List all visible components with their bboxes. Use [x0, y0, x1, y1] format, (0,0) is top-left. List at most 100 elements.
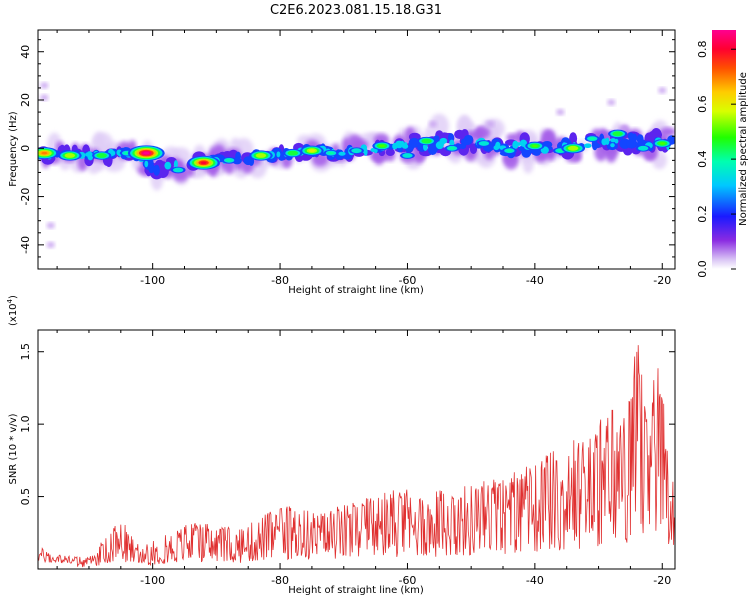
heatmap-hotspot-core: [614, 132, 621, 136]
heatmap-hotspot-core: [589, 137, 596, 140]
y-tick-label: 20: [19, 93, 32, 107]
heatmap-faint-blob: [658, 87, 667, 94]
heatmap-cell: [449, 139, 455, 147]
heatmap-cell: [392, 142, 398, 150]
heatmap-hotspot-core: [226, 159, 233, 162]
snr-ylabel: SNR (10 * v/v): [8, 413, 19, 484]
heatmap-cell: [429, 113, 450, 139]
spectrogram-panel: -100 -80 -60 -40 -20 -40 -20 0 20 40 Height of st…: [8, 29, 676, 296]
heatmap-cell: [85, 152, 92, 157]
x-tick-label: -100: [140, 574, 165, 587]
heatmap-faint-blob: [40, 82, 49, 89]
heatmap-hotspot-core: [557, 149, 564, 153]
heatmap-cell: [495, 141, 501, 149]
spectrogram-ticks: -100 -80 -60 -40 -20 -40 -20 0 20 40: [19, 30, 675, 287]
heatmap-hotspot-core: [143, 151, 150, 155]
heatmap-hotspot-core: [506, 149, 513, 153]
snr-ticks: -100 -80 -60 -40 -20 0.5 1.0 1.5: [19, 330, 675, 587]
heatmap-hotspot-core: [378, 144, 385, 148]
heatmap-cell: [385, 148, 395, 156]
colorbar-tick-label: 0.0: [696, 260, 709, 278]
heatmap-cell: [591, 139, 598, 151]
colorbar-label: Normalized spectral amplitude: [738, 72, 749, 226]
heatmap-cell: [164, 161, 172, 170]
heatmap-cell: [610, 138, 616, 143]
heatmap-cell: [626, 138, 638, 149]
heatmap-hotspot-core: [308, 149, 315, 153]
heatmap-cell: [408, 137, 420, 148]
spectrogram-heatmap: [38, 82, 675, 248]
x-tick-label: -40: [526, 574, 544, 587]
heatmap-hotspot-core: [659, 142, 666, 145]
x-tick-label: -40: [526, 274, 544, 287]
spectrogram-xlabel: Height of straight line (km): [288, 285, 424, 296]
heatmap-hotspot-core: [353, 149, 360, 153]
heatmap-hotspot-core: [423, 139, 430, 143]
heatmap-faint-blob: [486, 121, 495, 128]
x-tick-label: -20: [653, 574, 671, 587]
snr-frame: [37, 329, 676, 570]
x-tick-label: -60: [398, 274, 416, 287]
heatmap-faint-blob: [46, 222, 55, 229]
x-tick-label: -80: [271, 274, 289, 287]
heatmap-cell: [173, 160, 178, 168]
heatmap-cell: [427, 144, 438, 156]
colorbar: 0.0 0.2 0.4 0.6 0.8 Normalized spectral ampl…: [696, 30, 749, 278]
colorbar-tick-label: 0.4: [696, 150, 709, 168]
heatmap-cell: [519, 139, 528, 147]
heatmap-cell: [403, 142, 408, 149]
heatmap-hotspot-core: [328, 151, 335, 155]
heatmap-faint-blob: [556, 109, 565, 116]
heatmap-hotspot-core: [98, 154, 105, 157]
heatmap-cell: [144, 160, 149, 168]
x-tick-label: -20: [653, 274, 671, 287]
heatmap-cell: [153, 164, 160, 176]
colorbar-gradient: [712, 30, 736, 269]
heatmap-faint-blob: [40, 94, 49, 101]
heatmap-hotspot-core: [257, 154, 264, 157]
colorbar-ticks: 0.0 0.2 0.4 0.6 0.8: [696, 40, 736, 278]
heatmap-cell: [338, 151, 346, 156]
y-tick-label: 1.0: [19, 415, 32, 433]
heatmap-cell: [638, 139, 646, 145]
heatmap-cell: [400, 140, 405, 148]
heatmap-cell: [276, 151, 281, 158]
heatmap-hotspot-core: [480, 142, 487, 145]
heatmap-hotspot-core: [175, 168, 182, 172]
heatmap-cell: [614, 138, 619, 144]
y-tick-label: 40: [19, 45, 32, 59]
heatmap-hotspot-core: [41, 151, 48, 155]
heatmap-cell: [439, 138, 446, 145]
heatmap-cell: [601, 138, 607, 146]
spectrogram-frame: [37, 29, 676, 270]
heatmap-cell: [93, 132, 113, 154]
x-tick-label: -60: [398, 574, 416, 587]
snr-series-line: [38, 345, 675, 568]
colorbar-tick-label: 0.8: [696, 40, 709, 58]
heatmap-hotspot-core: [449, 146, 456, 150]
heatmap-cell: [248, 157, 255, 166]
heatmap-cell: [459, 143, 467, 149]
y-tick-label: 0.5: [19, 488, 32, 506]
y-tick-label: 0: [19, 145, 32, 152]
y-tick-label: 1.5: [19, 343, 32, 361]
heatmap-hotspot-core: [404, 154, 411, 157]
heatmap-hotspot-core: [289, 151, 296, 155]
heatmap-hotspot-core: [66, 154, 73, 157]
heatmap-hotspot-core: [640, 146, 647, 150]
heatmap-cell: [515, 142, 522, 146]
heatmap-cell: [584, 143, 592, 148]
heatmap-faint-blob: [607, 99, 616, 106]
snr-panel: -100 -80 -60 -40 -20 0.5 1.0 1.5 Height of stra…: [6, 295, 676, 596]
heatmap-cell: [464, 135, 473, 141]
snr-xlabel: Height of straight line (km): [288, 585, 424, 596]
figure-title: C2E6.2023.081.15.18.G31: [270, 3, 442, 18]
y-tick-label: -40: [19, 236, 32, 254]
y-tick-label: -20: [19, 188, 32, 206]
heatmap-cell: [627, 132, 634, 140]
colorbar-tick-label: 0.2: [696, 205, 709, 223]
heatmap-cell: [610, 143, 615, 148]
snr-multiplier: (x104): [6, 295, 19, 326]
x-tick-label: -100: [140, 274, 165, 287]
